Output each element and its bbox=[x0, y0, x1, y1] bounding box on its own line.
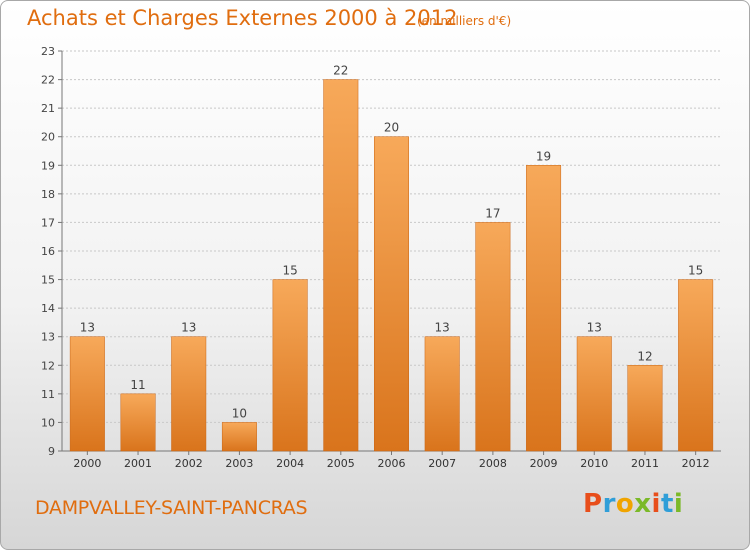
bar-value-label: 20 bbox=[384, 121, 399, 135]
y-tick-label: 13 bbox=[41, 331, 55, 344]
logo-letter: x bbox=[634, 489, 652, 519]
x-tick-label: 2005 bbox=[327, 457, 355, 470]
logo-letter: r bbox=[602, 489, 616, 519]
y-tick-label: 12 bbox=[41, 359, 55, 372]
y-tick-label: 9 bbox=[48, 445, 55, 458]
bar bbox=[627, 365, 663, 452]
bar-value-label: 13 bbox=[587, 321, 602, 335]
logo-letter: i bbox=[651, 489, 661, 519]
x-tick-label: 2010 bbox=[580, 457, 608, 470]
commune-name: DAMPVALLEY-SAINT-PANCRAS bbox=[35, 497, 308, 519]
y-tick-label: 10 bbox=[41, 416, 55, 429]
logo-letter: i bbox=[673, 489, 684, 519]
bar bbox=[424, 336, 460, 452]
x-tick-label: 2007 bbox=[428, 457, 456, 470]
axis-layer: 9 10 11 12 13 14 15 16 17 18 19 20 21 22 23 2000 2001 200… bbox=[41, 45, 721, 470]
bar-value-label: 19 bbox=[536, 149, 551, 163]
x-tick-label: 2012 bbox=[682, 457, 710, 470]
bar-value-label: 15 bbox=[688, 264, 703, 278]
x-tick-label: 2006 bbox=[378, 457, 406, 470]
bar bbox=[576, 336, 612, 452]
y-tick-label: 14 bbox=[41, 302, 55, 315]
proxiti-logo[interactable]: Proxiti bbox=[583, 489, 683, 519]
y-tick-label: 22 bbox=[41, 74, 55, 87]
bar-value-label: 13 bbox=[435, 321, 450, 335]
bar-layer: 13 11 13 10 15 22 20 13 17 19 13 12 15 bbox=[69, 64, 714, 452]
x-tick-label: 2008 bbox=[479, 457, 507, 470]
bar-value-label: 22 bbox=[333, 64, 348, 78]
x-tick-label: 2000 bbox=[73, 457, 101, 470]
y-tick-label: 20 bbox=[41, 131, 55, 144]
bar-value-label: 15 bbox=[282, 264, 297, 278]
bar bbox=[678, 279, 714, 452]
x-tick-label: 2003 bbox=[225, 457, 253, 470]
bar bbox=[272, 279, 308, 452]
y-tick-label: 17 bbox=[41, 216, 55, 229]
y-tick-label: 19 bbox=[41, 159, 55, 172]
x-tick-label: 2011 bbox=[631, 457, 659, 470]
bar-value-label: 13 bbox=[181, 321, 196, 335]
chart-unit: (en milliers d'€) bbox=[417, 14, 512, 28]
chart-title: Achats et Charges Externes 2000 à 2012 bbox=[27, 6, 458, 30]
bar bbox=[171, 336, 207, 452]
bar bbox=[69, 336, 105, 452]
bar bbox=[475, 222, 511, 452]
x-tick-label: 2002 bbox=[175, 457, 203, 470]
bar-value-label: 12 bbox=[637, 349, 652, 363]
bar bbox=[120, 393, 156, 452]
y-tick-label: 21 bbox=[41, 102, 55, 115]
x-tick-label: 2009 bbox=[530, 457, 558, 470]
y-tick-label: 11 bbox=[41, 388, 55, 401]
logo-letter: o bbox=[615, 489, 635, 519]
x-tick-label: 2001 bbox=[124, 457, 152, 470]
logo-letter: t bbox=[660, 489, 674, 519]
bar bbox=[221, 422, 257, 452]
y-tick-label: 18 bbox=[41, 188, 55, 201]
bar-value-label: 11 bbox=[130, 378, 145, 392]
bar-value-label: 10 bbox=[232, 406, 247, 420]
y-tick-label: 16 bbox=[41, 245, 55, 258]
y-tick-label: 15 bbox=[41, 274, 55, 287]
bar bbox=[323, 79, 359, 452]
y-tick-label: 23 bbox=[41, 45, 55, 58]
bar bbox=[374, 136, 409, 452]
x-tick-label: 2004 bbox=[276, 457, 304, 470]
bar-value-label: 17 bbox=[485, 206, 500, 220]
bar bbox=[526, 165, 562, 452]
bar-value-label: 13 bbox=[80, 321, 95, 335]
logo-letter: P bbox=[583, 489, 603, 519]
